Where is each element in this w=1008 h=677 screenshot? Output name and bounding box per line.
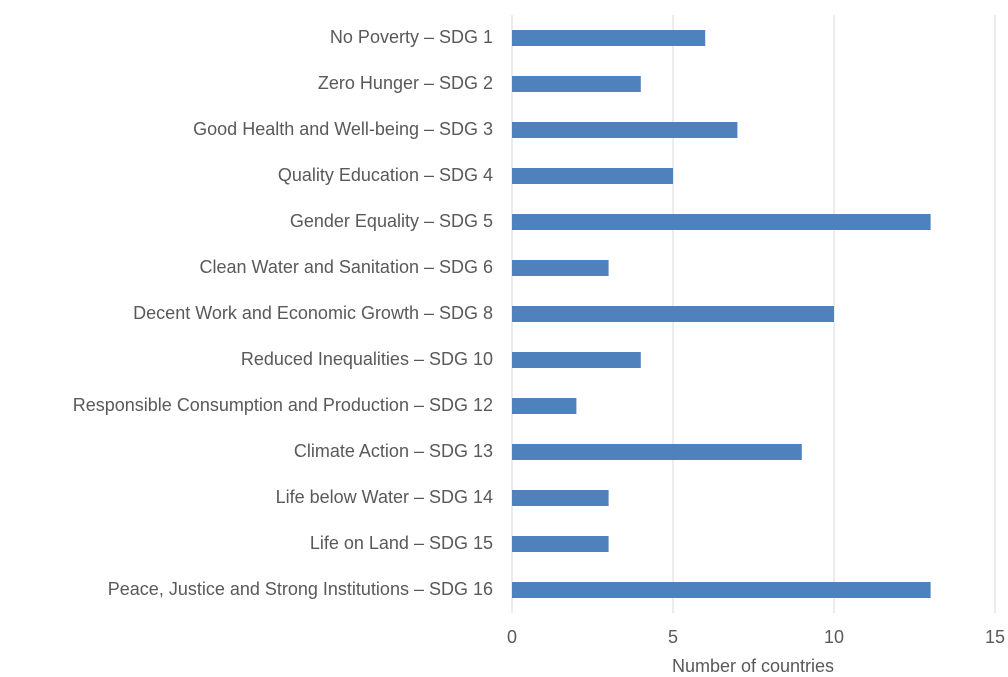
x-tick-label: 15 <box>985 627 1005 647</box>
y-tick-label: Decent Work and Economic Growth – SDG 8 <box>133 303 493 323</box>
bar <box>512 168 673 184</box>
y-tick-label: Good Health and Well-being – SDG 3 <box>193 119 493 139</box>
x-tick-label: 5 <box>668 627 678 647</box>
y-tick-label: Climate Action – SDG 13 <box>294 441 493 461</box>
bar <box>512 260 609 276</box>
bar <box>512 352 641 368</box>
bar <box>512 306 834 322</box>
y-tick-label: Quality Education – SDG 4 <box>278 165 493 185</box>
y-tick-label: Life below Water – SDG 14 <box>276 487 493 507</box>
bar <box>512 76 641 92</box>
y-tick-label: Reduced Inequalities – SDG 10 <box>241 349 493 369</box>
y-tick-label: Life on Land – SDG 15 <box>310 533 493 553</box>
bar <box>512 30 706 46</box>
bar <box>512 214 931 230</box>
bar <box>512 490 609 506</box>
y-tick-label: Peace, Justice and Strong Institutions –… <box>108 579 493 599</box>
bar <box>512 444 802 460</box>
y-tick-label: No Poverty – SDG 1 <box>330 27 493 47</box>
bar <box>512 582 931 598</box>
y-tick-label: Clean Water and Sanitation – SDG 6 <box>200 257 494 277</box>
x-axis-label: Number of countries <box>672 656 834 676</box>
bar <box>512 536 609 552</box>
bar <box>512 398 577 414</box>
y-tick-label: Gender Equality – SDG 5 <box>290 211 493 231</box>
x-tick-label: 0 <box>507 627 517 647</box>
y-tick-label: Responsible Consumption and Production –… <box>73 395 493 415</box>
bar <box>512 122 738 138</box>
y-tick-label: Zero Hunger – SDG 2 <box>318 73 493 93</box>
x-tick-label: 10 <box>824 627 844 647</box>
